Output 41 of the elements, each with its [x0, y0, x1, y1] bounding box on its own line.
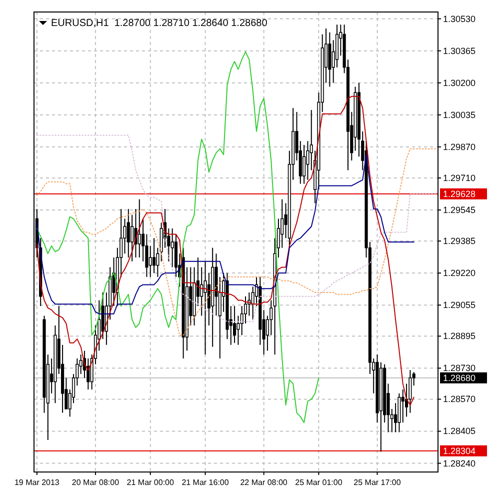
candlestick [126, 208, 130, 258]
candlestick [401, 389, 404, 424]
candlestick [408, 370, 412, 414]
y-tick-label: 1.28570 [443, 394, 476, 404]
candlestick [79, 354, 82, 374]
x-tick-label: 19 Mar 2013 [14, 478, 60, 487]
ref-line-label: 1.29628 [443, 188, 476, 199]
x-tick-label: 22 Mar 08:00 [240, 478, 288, 487]
text: EURUSD,H1 1.28700 1.28710 1.28640 1.28680 [51, 18, 268, 29]
candlestick [302, 144, 306, 184]
y-tick-label: 1.28240 [443, 458, 476, 468]
ref-line-label: 1.28680 [443, 372, 476, 383]
line-series [36, 96, 414, 406]
x-tick-label: 21 Mar 00:00 [126, 478, 174, 487]
y-tick-label: 1.28895 [443, 331, 476, 342]
candlestick [152, 238, 156, 274]
y-tick-label: 1.30530 [443, 14, 476, 24]
x-tick-label: 21 Mar 16:00 [182, 478, 230, 487]
y-tick-label: 1.29385 [443, 236, 476, 246]
candlestick [138, 198, 141, 258]
line-series [36, 154, 414, 314]
candlestick [236, 315, 240, 346]
x-tick-label: 20 Mar 08:00 [72, 478, 120, 487]
y-tick-label: 1.30035 [443, 110, 476, 120]
y-tick-label: 1.29870 [443, 142, 476, 152]
y-tick-label: 1.30365 [443, 46, 476, 56]
candlestick [204, 260, 207, 356]
candlestick [233, 306, 236, 344]
x-tick-label: 25 Mar 01:00 [295, 478, 343, 487]
ref-line-label: 1.28304 [443, 446, 476, 456]
y-tick-label: 1.29710 [443, 172, 476, 183]
y-tick-label: 1.29055 [443, 300, 476, 310]
candlestick [148, 245, 152, 278]
candlestick [170, 228, 174, 268]
line-series [36, 51, 320, 424]
y-tick-label: 1.28730 [443, 363, 476, 374]
y-tick-label: 1.29220 [443, 268, 476, 278]
y-tick-label: 1.28405 [443, 426, 476, 436]
y-tick-label: 1.29545 [443, 204, 476, 215]
y-tick-label: 1.30200 [443, 78, 476, 88]
x-tick-label: 25 Mar 17:00 [354, 478, 402, 487]
